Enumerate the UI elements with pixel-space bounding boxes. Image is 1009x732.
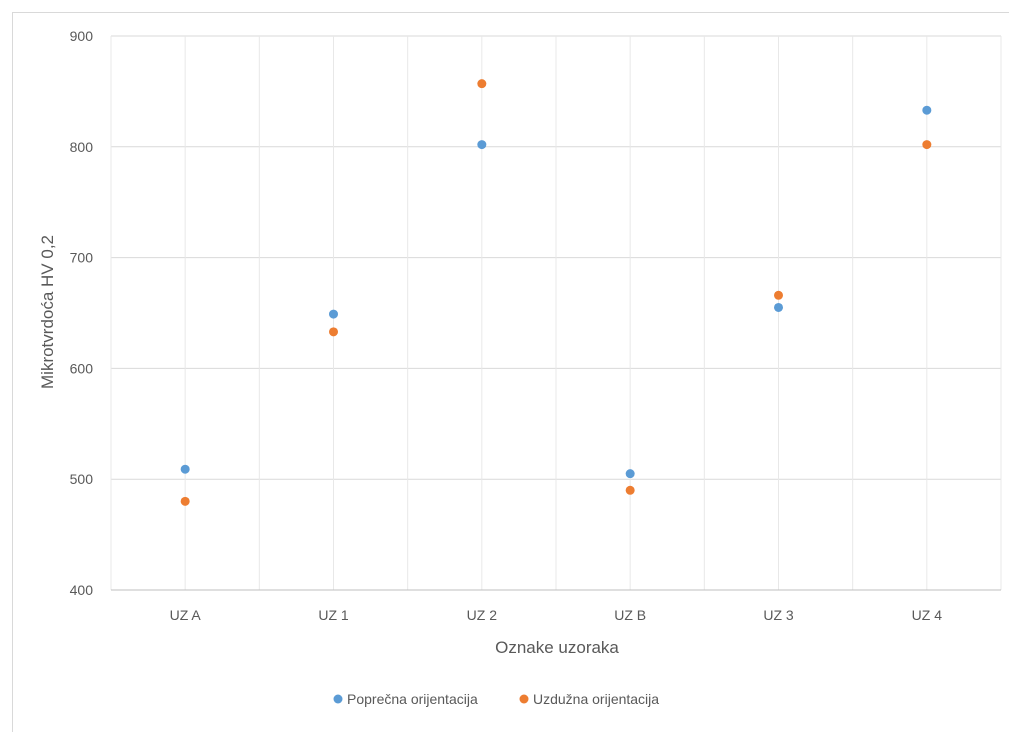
y-tick-label: 600 <box>70 360 94 376</box>
x-tick-labels: UZ A UZ 1 UZ 2 UZ B UZ 3 UZ 4 <box>170 607 943 623</box>
point-series-1 <box>922 140 932 150</box>
x-tick-label: UZ 4 <box>912 607 943 623</box>
y-tick-labels: 400 500 600 700 800 900 <box>70 28 94 598</box>
x-tick-label: UZ 3 <box>763 607 794 623</box>
legend-item-series-1: Uzdužna orijentacija <box>519 691 659 707</box>
y-tick-label: 800 <box>70 139 94 155</box>
point-series-1 <box>477 79 487 89</box>
y-axis-title: Mikrotvrdoća HV 0,2 <box>38 235 57 389</box>
y-tick-label: 500 <box>70 471 94 487</box>
grid-layer <box>110 35 1002 591</box>
legend-label-series-1: Uzdužna orijentacija <box>533 691 659 707</box>
chart-frame <box>12 12 1009 732</box>
point-series-1 <box>774 290 783 300</box>
point-series-1 <box>625 485 635 495</box>
x-axis-title: Oznake uzoraka <box>495 638 619 657</box>
point-series-1 <box>180 496 190 506</box>
x-tick-label: UZ 1 <box>318 607 349 623</box>
legend-item-series-0: Poprečna orijentacija <box>333 691 478 707</box>
legend-label-series-0: Poprečna orijentacija <box>347 691 478 707</box>
point-series-0 <box>477 140 487 150</box>
y-tick-label: 900 <box>70 28 94 44</box>
legend-marker-series-0 <box>333 694 343 704</box>
legend: Poprečna orijentacija Uzdužna orijentaci… <box>333 691 659 707</box>
point-series-1 <box>329 327 338 337</box>
y-tick-label: 400 <box>70 582 94 598</box>
x-tick-label: UZ B <box>614 607 646 623</box>
point-series-0 <box>180 464 190 474</box>
data-points <box>180 79 932 506</box>
point-series-0 <box>329 309 338 319</box>
point-series-0 <box>922 105 932 115</box>
y-tick-label: 700 <box>70 250 94 266</box>
point-series-0 <box>625 469 635 479</box>
x-tick-label: UZ A <box>170 607 202 623</box>
legend-marker-series-1 <box>519 694 529 704</box>
x-tick-label: UZ 2 <box>467 607 498 623</box>
point-series-0 <box>774 302 783 312</box>
